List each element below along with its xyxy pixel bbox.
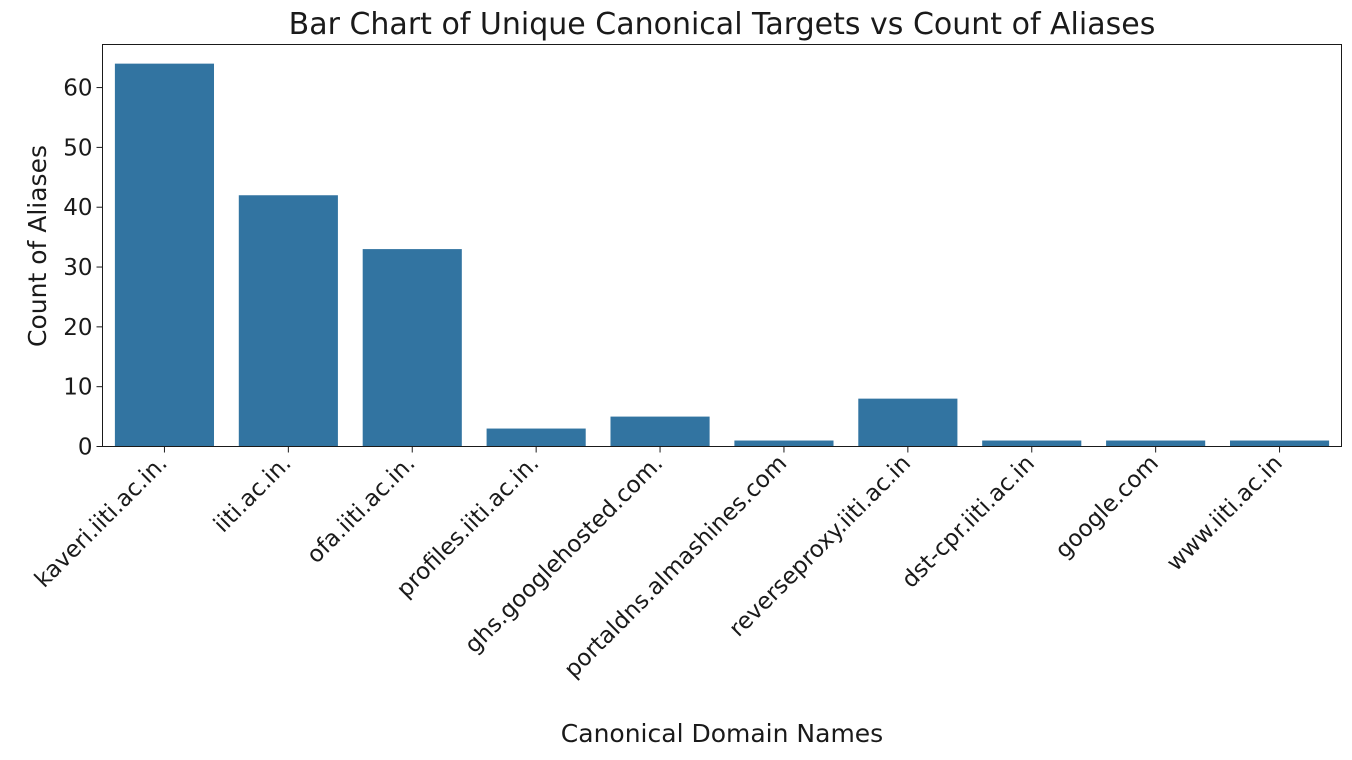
y-tick-label-2: 20 <box>63 315 92 341</box>
y-tick-label-5: 50 <box>63 135 92 161</box>
bar-4 <box>610 416 710 447</box>
bar-9 <box>1229 440 1330 447</box>
y-tick-label-0: 0 <box>78 435 93 461</box>
x-tick-label-0: kaveri.iiti.ac.in. <box>30 450 173 593</box>
x-tick-label-9: www.iiti.ac.in <box>1162 450 1288 576</box>
chart-title: Bar Chart of Unique Canonical Targets vs… <box>289 7 1156 42</box>
bar-7 <box>982 440 1082 447</box>
bar-2 <box>362 249 462 447</box>
plot-frame <box>102 44 1342 447</box>
bar-8 <box>1106 440 1206 447</box>
bars-group <box>114 63 1330 447</box>
bar-3 <box>486 428 586 447</box>
y-tick-label-4: 40 <box>63 195 92 221</box>
x-tick-label-2: ofa.iiti.ac.in. <box>302 450 420 568</box>
bar-0 <box>114 63 215 447</box>
x-tick-label-7: dst-cpr.iiti.ac.in <box>897 450 1040 593</box>
x-axis-label: Canonical Domain Names <box>561 719 883 748</box>
x-tick-label-5: portaldns.almashines.com <box>559 450 792 683</box>
y-ticks-group: 0 10 20 30 40 50 60 <box>63 76 103 461</box>
y-axis-label: Count of Aliases <box>23 145 52 347</box>
bar-1 <box>238 195 338 447</box>
y-tick-label-1: 10 <box>63 375 92 401</box>
x-ticks-group: kaveri.iiti.ac.in. iiti.ac.in. ofa.iiti.ac… <box>30 446 1288 683</box>
x-tick-label-4: ghs.googlehosted.com. <box>460 450 668 658</box>
y-tick-label-6: 60 <box>63 76 92 102</box>
x-tick-label-1: iiti.ac.in. <box>209 450 297 538</box>
bar-5 <box>734 440 834 447</box>
y-axis-label-group: Count of Aliases <box>23 145 52 347</box>
bar-6 <box>858 398 958 447</box>
x-tick-label-8: google.com <box>1051 450 1164 563</box>
y-tick-label-3: 30 <box>63 255 92 281</box>
